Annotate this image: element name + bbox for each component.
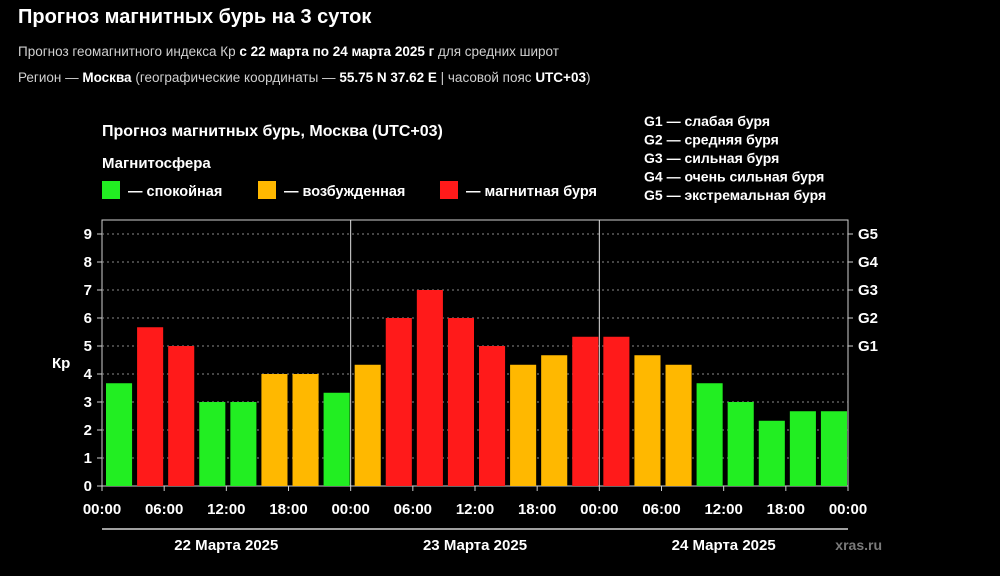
x-tick-label: 00:00 <box>83 501 121 518</box>
legend-label-calm: — спокойная <box>128 184 222 200</box>
kp-bar <box>385 318 412 486</box>
g-level-label: G1 <box>858 338 878 355</box>
region-coords: 55.75 N 37.62 E <box>339 70 437 85</box>
kp-bar <box>447 318 474 486</box>
x-tick-label: 12:00 <box>207 501 245 518</box>
kp-bar <box>354 364 381 486</box>
kp-bar <box>603 336 630 486</box>
g-scale-legend-item: G4 — очень сильная буря <box>644 169 824 185</box>
subtitle-prefix: Прогноз геомагнитного индекса Кр <box>18 44 240 59</box>
legend-title: Магнитосфера <box>102 155 211 172</box>
legend-swatch-storm <box>440 181 458 199</box>
day-label: 24 Марта 2025 <box>672 537 776 554</box>
y-tick-label: 0 <box>84 478 92 495</box>
g-level-label: G4 <box>858 254 879 271</box>
x-tick-label: 18:00 <box>518 501 556 518</box>
kp-bar <box>727 402 754 486</box>
region-line: Регион — Москва (географические координа… <box>18 70 590 85</box>
legend-swatch-excited <box>258 181 276 199</box>
kp-bar <box>416 290 443 486</box>
y-tick-label: 3 <box>84 394 92 411</box>
kp-bar <box>261 374 288 486</box>
x-tick-label: 12:00 <box>456 501 494 518</box>
y-tick-label: 1 <box>84 450 92 467</box>
region-timezone-prefix: | часовой пояс <box>436 70 536 85</box>
region-prefix: Регион — <box>18 70 83 85</box>
g-level-label: G2 <box>858 310 878 327</box>
region-coords-prefix: (географические координаты — <box>131 70 340 85</box>
chart-title: Прогноз магнитных бурь, Москва (UTC+03) <box>102 123 443 140</box>
kp-bar <box>479 346 506 486</box>
forecast-subtitle: Прогноз геомагнитного индекса Кр с 22 ма… <box>18 44 559 59</box>
g-scale-legend-item: G1 — слабая буря <box>644 113 770 129</box>
x-tick-label: 18:00 <box>767 501 805 518</box>
kp-bar <box>665 364 692 486</box>
y-tick-label: 4 <box>84 366 93 383</box>
kp-bar <box>168 346 195 486</box>
day-label: 22 Марта 2025 <box>174 537 278 554</box>
subtitle-suffix: для средних широт <box>434 44 559 59</box>
x-tick-label: 00:00 <box>580 501 618 518</box>
g-scale-legend-item: G2 — средняя буря <box>644 132 779 148</box>
subtitle-dates: с 22 марта по 24 марта 2025 г <box>239 44 435 59</box>
x-tick-label: 12:00 <box>704 501 742 518</box>
x-tick-label: 06:00 <box>394 501 432 518</box>
x-tick-label: 06:00 <box>145 501 183 518</box>
kp-bar <box>106 383 133 486</box>
region-timezone: UTC+03 <box>535 70 586 85</box>
legend-swatch-calm <box>102 181 120 199</box>
kp-bar <box>510 364 537 486</box>
plot-frame <box>101 219 849 487</box>
kp-bar <box>820 411 847 486</box>
kp-bar <box>758 420 785 486</box>
kp-chart: Прогноз магнитных бурь, Москва (UTC+03) М… <box>52 113 882 554</box>
g-scale-legend-item: G3 — сильная буря <box>644 150 779 166</box>
g-level-label: G3 <box>858 282 878 299</box>
kp-bar <box>230 402 257 486</box>
y-axis-label: Кр <box>52 355 70 372</box>
g-level-label: G5 <box>858 226 878 243</box>
y-tick-label: 9 <box>84 226 92 243</box>
x-tick-label: 06:00 <box>642 501 680 518</box>
kp-bar <box>137 327 164 486</box>
y-tick-label: 6 <box>84 310 92 327</box>
kp-bar <box>572 336 599 486</box>
watermark: xras.ru <box>835 537 882 553</box>
chart-panel: Прогноз магнитных бурь, Москва (UTC+03) М… <box>16 98 984 570</box>
kp-bar <box>789 411 816 486</box>
kp-bar <box>541 355 568 486</box>
x-tick-label: 00:00 <box>829 501 867 518</box>
legend-label-excited: — возбужденная <box>284 184 405 200</box>
g-scale-legend-item: G5 — экстремальная буря <box>644 187 826 203</box>
x-tick-label: 18:00 <box>269 501 307 518</box>
kp-bar <box>292 374 319 486</box>
page-title: Прогноз магнитных бурь на 3 суток <box>18 6 372 28</box>
region-name: Москва <box>82 70 132 85</box>
y-tick-label: 7 <box>84 282 92 299</box>
kp-bar <box>696 383 723 486</box>
x-tick-label: 00:00 <box>331 501 369 518</box>
kp-bar <box>199 402 226 486</box>
kp-bar <box>323 392 350 486</box>
region-suffix: ) <box>585 70 591 85</box>
y-tick-label: 8 <box>84 254 92 271</box>
kp-bar <box>634 355 661 486</box>
day-label: 23 Марта 2025 <box>423 537 527 554</box>
y-tick-label: 5 <box>84 338 92 355</box>
y-tick-label: 2 <box>84 422 92 439</box>
legend-label-storm: — магнитная буря <box>466 184 597 200</box>
